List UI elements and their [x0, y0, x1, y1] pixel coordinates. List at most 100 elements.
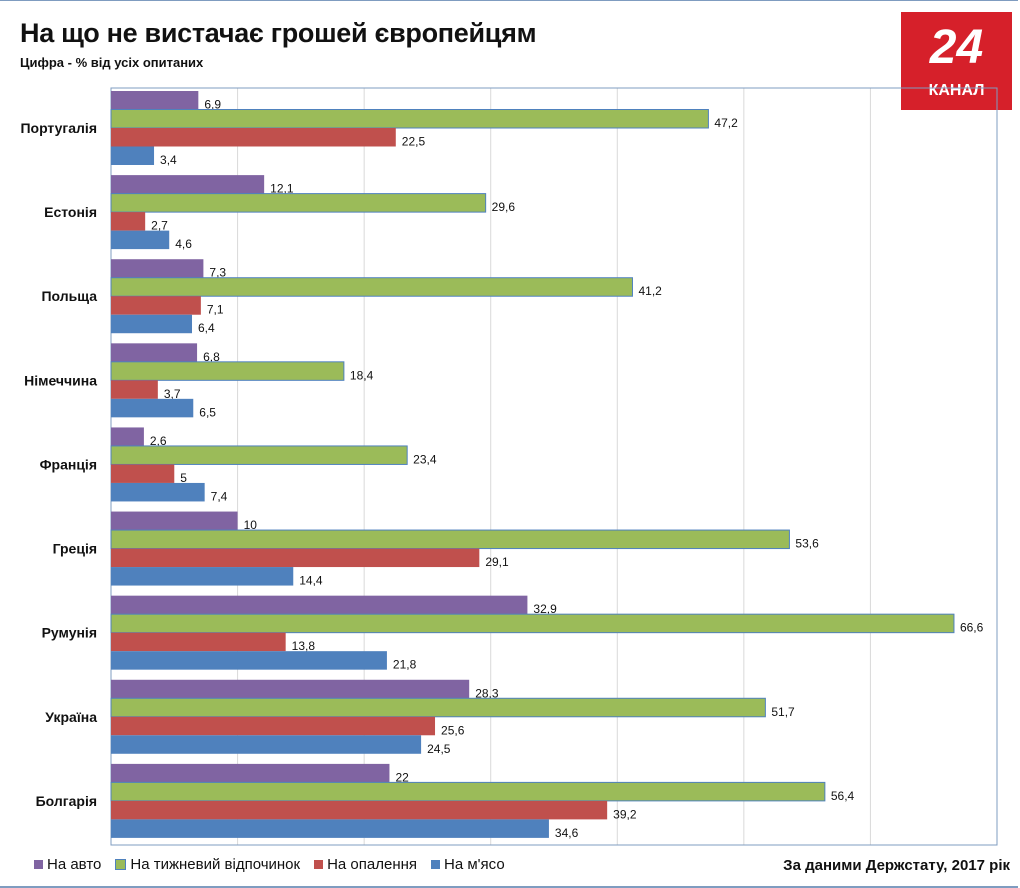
bar-3	[111, 632, 286, 652]
data-label: 3,4	[160, 153, 177, 167]
data-label: 6,8	[203, 350, 220, 364]
data-label: 21,8	[393, 658, 417, 672]
channel-24-logo: 24 КАНАЛ	[901, 12, 1012, 110]
logo-text: КАНАЛ	[928, 82, 985, 99]
bar-4	[111, 482, 205, 502]
data-label: 10	[244, 518, 258, 532]
bar-2	[110, 613, 955, 634]
bar-3	[111, 800, 608, 820]
bar-2	[110, 277, 633, 297]
legend-label: На авто	[47, 856, 102, 873]
bar-2	[110, 697, 766, 718]
bar-1	[111, 259, 204, 278]
data-label: 24,5	[427, 742, 451, 756]
bar-2	[110, 109, 709, 129]
bar-2	[110, 193, 487, 213]
data-label: 6,4	[198, 321, 215, 335]
legend-item: На тижневий відпочинок	[115, 856, 300, 873]
legend-label: На тижневий відпочинок	[130, 856, 301, 873]
data-label: 34,6	[555, 826, 579, 840]
bar-4	[111, 230, 170, 250]
bar-3	[111, 464, 175, 483]
data-label: 56,4	[831, 789, 855, 803]
bar-1	[111, 427, 144, 446]
data-label: 28,3	[475, 686, 499, 700]
bar-3	[111, 548, 480, 568]
data-label: 29,1	[485, 555, 509, 569]
data-label: 14,4	[299, 574, 323, 588]
bar-3	[111, 212, 146, 231]
data-label: 7,3	[209, 266, 226, 280]
category-label: Греція	[53, 541, 97, 557]
category-label: Польща	[41, 288, 97, 304]
data-label: 18,4	[350, 368, 374, 382]
data-label: 3,7	[164, 387, 181, 401]
bar-1	[111, 595, 528, 615]
data-label: 32,9	[533, 602, 557, 616]
bar-2	[110, 529, 790, 550]
data-label: 4,6	[175, 237, 192, 251]
legend-item: На м'ясо	[431, 856, 505, 873]
legend-label: На м'ясо	[444, 856, 505, 873]
category-label: Португалія	[20, 120, 97, 136]
data-label: 22,5	[402, 135, 426, 149]
bar-3	[111, 128, 396, 147]
data-label: 22	[395, 770, 409, 784]
bar-3	[111, 296, 201, 315]
bar-4	[111, 398, 194, 418]
data-label: 25,6	[441, 723, 465, 737]
category-label: Україна	[45, 709, 97, 725]
data-label: 13,8	[292, 639, 316, 653]
data-label: 12,1	[270, 182, 294, 196]
chart-subtitle: Цифра - % від усіх опитаних	[20, 55, 204, 70]
bar-4	[111, 651, 387, 670]
category-label: Німеччина	[24, 372, 97, 388]
legend-swatch	[314, 860, 324, 869]
data-label: 5	[180, 471, 187, 485]
data-label: 6,9	[204, 98, 221, 112]
legend-swatch	[34, 860, 43, 869]
bar-1	[111, 91, 199, 110]
bar-2	[110, 781, 826, 802]
logo-number: 24	[929, 21, 984, 74]
bar-2	[110, 445, 408, 465]
bar-3	[111, 716, 436, 736]
legend-item: На опалення	[314, 856, 417, 873]
chart-title: На що не вистачає грошей європейцям	[20, 18, 537, 48]
data-label: 7,4	[211, 489, 228, 503]
data-label: 7,1	[207, 303, 224, 317]
data-label: 29,6	[492, 200, 516, 214]
legend-swatch	[115, 859, 127, 870]
legend-label: На опалення	[327, 856, 418, 873]
data-label: 39,2	[613, 807, 637, 821]
bar-3	[111, 380, 158, 399]
bar-4	[111, 567, 294, 586]
data-label: 47,2	[714, 116, 738, 130]
source-note: За даними Держстату, 2017 рік	[783, 857, 1010, 874]
data-label: 41,2	[638, 284, 662, 298]
data-label: 6,5	[199, 405, 216, 419]
category-label: Естонія	[44, 204, 97, 220]
bar-2	[110, 361, 345, 381]
category-label: Румунія	[42, 625, 97, 641]
bar-4	[111, 146, 155, 165]
legend: На авто На тижневий відпочинок На опалення…	[34, 856, 505, 873]
bar-4	[111, 314, 193, 334]
data-label: 2,6	[150, 434, 167, 448]
bar-1	[111, 679, 470, 699]
bar-1	[111, 343, 198, 362]
legend-item: На авто	[34, 856, 101, 873]
data-label: 51,7	[771, 705, 795, 719]
category-label: Болгарія	[36, 793, 97, 809]
data-label: 23,4	[413, 452, 437, 466]
legend-swatch	[431, 860, 441, 869]
bar-1	[111, 511, 238, 531]
data-label: 53,6	[795, 537, 819, 551]
data-label: 66,6	[960, 621, 984, 635]
bar-1	[111, 763, 390, 783]
category-label: Франція	[40, 456, 97, 472]
bar-4	[111, 735, 422, 754]
bar-1	[111, 175, 265, 194]
bar-4	[111, 819, 549, 838]
